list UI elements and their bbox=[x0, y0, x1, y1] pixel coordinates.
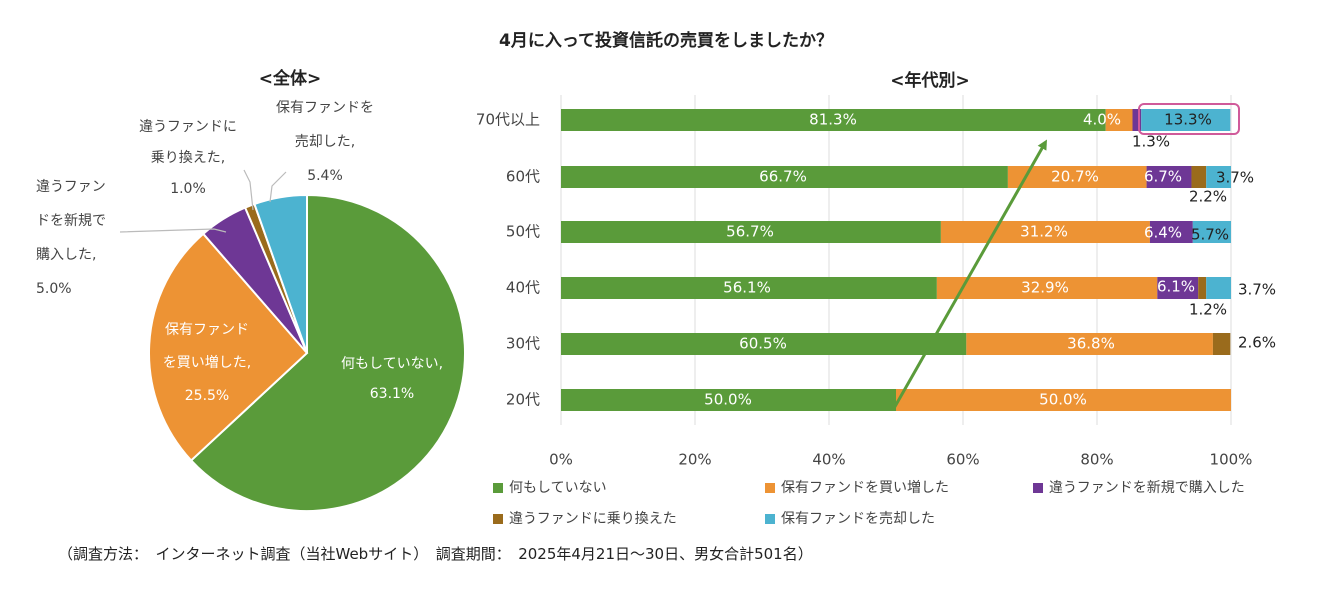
pie-label-4-line-0: 保有ファンドを bbox=[276, 100, 374, 116]
bar-5-0 bbox=[561, 389, 896, 411]
bar-1-1 bbox=[1007, 166, 1147, 188]
bar-0-0 bbox=[561, 109, 1106, 131]
bar-chart-heading: <年代別> bbox=[890, 71, 970, 91]
bar-2-4 bbox=[1192, 221, 1231, 243]
data-label-2-0: 56.7% bbox=[726, 223, 774, 241]
category-label-1: 60代 bbox=[506, 168, 540, 186]
legend-swatch-0 bbox=[493, 483, 503, 493]
data-label-1-4: 3.7% bbox=[1216, 169, 1254, 187]
data-label-3-1: 32.9% bbox=[1021, 279, 1069, 297]
data-label-0-2: 1.3% bbox=[1132, 133, 1170, 151]
pie-label-2-line-2: 購入した, bbox=[36, 247, 96, 263]
pie-slice-0 bbox=[189, 193, 466, 512]
data-label-3-3: 1.2% bbox=[1189, 301, 1227, 319]
data-label-0-0: 81.3% bbox=[809, 111, 857, 129]
legend-label-2: 違うファンドを新規で購入した bbox=[1049, 480, 1245, 496]
category-label-2: 50代 bbox=[506, 223, 540, 241]
pie-label-1-line-2: 25.5% bbox=[185, 388, 229, 404]
pie-slice-1 bbox=[148, 232, 309, 462]
data-label-1-3: 2.2% bbox=[1189, 188, 1227, 206]
pie-slice-4 bbox=[253, 193, 308, 354]
pie-leader-2 bbox=[119, 228, 227, 233]
bar-0-2 bbox=[1132, 109, 1142, 131]
pie-label-4-line-1: 売却した, bbox=[295, 134, 355, 150]
pie-chart-heading: <全体> bbox=[258, 69, 322, 89]
pie-leader-4 bbox=[269, 171, 287, 203]
x-tick-2: 40% bbox=[812, 451, 845, 469]
data-label-0-1: 4.0% bbox=[1083, 111, 1121, 129]
bar-3-4 bbox=[1206, 277, 1231, 299]
pie-label-1-line-1: を買い増した, bbox=[163, 355, 251, 371]
trend-arrow bbox=[891, 139, 1047, 411]
bar-3-3 bbox=[1198, 277, 1207, 299]
legend-label-3: 違うファンドに乗り換えた bbox=[509, 511, 677, 527]
x-tick-3: 60% bbox=[946, 451, 979, 469]
pie-label-2-line-0: 違うファン bbox=[36, 179, 106, 195]
bar-2-2 bbox=[1149, 221, 1193, 243]
data-label-3-4: 3.7% bbox=[1238, 281, 1276, 299]
legend-label-0: 何もしていない bbox=[509, 480, 607, 496]
data-label-3-0: 56.1% bbox=[723, 279, 771, 297]
legend-label-4: 保有ファンドを売却した bbox=[781, 511, 935, 527]
category-label-4: 30代 bbox=[506, 335, 540, 353]
data-label-1-2: 6.7% bbox=[1144, 168, 1182, 186]
bar-3-2 bbox=[1157, 277, 1199, 299]
category-label-5: 20代 bbox=[506, 391, 540, 409]
data-label-4-3: 2.6% bbox=[1238, 334, 1276, 352]
bar-2-0 bbox=[561, 221, 941, 243]
x-tick-0: 0% bbox=[549, 451, 573, 469]
bar-2-1 bbox=[940, 221, 1150, 243]
pie-leader-3 bbox=[243, 169, 254, 211]
category-label-0: 70代以上 bbox=[476, 111, 540, 129]
data-label-4-0: 60.5% bbox=[739, 335, 787, 353]
data-label-1-0: 66.7% bbox=[759, 168, 807, 186]
x-tick-5: 100% bbox=[1210, 451, 1253, 469]
chart-title: 4月に入って投資信託の売買をしましたか？ bbox=[499, 31, 833, 51]
legend-label-1: 保有ファンドを買い増した bbox=[781, 480, 949, 496]
bar-3-1 bbox=[936, 277, 1158, 299]
pie-label-4-line-2: 5.4% bbox=[307, 168, 343, 184]
pie-label-3-line-2: 1.0% bbox=[170, 181, 206, 197]
pie-label-2-line-1: ドを新規で bbox=[36, 213, 106, 229]
bar-0-4 bbox=[1141, 109, 1231, 131]
legend-swatch-3 bbox=[493, 514, 503, 524]
legend-swatch-2 bbox=[1033, 483, 1043, 493]
survey-footnote: （調査方法： インターネット調査（当社Webサイト） 調査期間： 2025年4月… bbox=[58, 545, 813, 563]
pie-label-0-line-0: 何もしていない, bbox=[341, 356, 443, 372]
data-label-2-1: 31.2% bbox=[1020, 223, 1068, 241]
data-label-0-4: 13.3% bbox=[1164, 111, 1212, 129]
pie-label-1-line-0: 保有ファンド bbox=[165, 322, 249, 338]
category-label-3: 40代 bbox=[506, 279, 540, 297]
data-label-1-1: 20.7% bbox=[1051, 168, 1099, 186]
pie-label-3-line-0: 違うファンドに bbox=[139, 119, 237, 135]
bar-4-3 bbox=[1212, 333, 1231, 355]
data-label-2-4: 5.7% bbox=[1191, 226, 1229, 244]
bar-1-3 bbox=[1191, 166, 1207, 188]
bar-0-1 bbox=[1105, 109, 1133, 131]
data-label-3-2: 6.1% bbox=[1157, 278, 1195, 296]
bar-4-0 bbox=[561, 333, 967, 355]
x-tick-4: 80% bbox=[1080, 451, 1113, 469]
bar-5-1 bbox=[896, 389, 1231, 411]
data-label-4-1: 36.8% bbox=[1067, 335, 1115, 353]
bar-3-0 bbox=[561, 277, 937, 299]
legend-swatch-1 bbox=[765, 483, 775, 493]
x-tick-1: 20% bbox=[678, 451, 711, 469]
legend-swatch-4 bbox=[765, 514, 775, 524]
pie-label-0-line-1: 63.1% bbox=[370, 386, 414, 402]
highlight-box bbox=[1138, 103, 1240, 135]
data-label-5-1: 50.0% bbox=[1039, 391, 1087, 409]
bar-1-4 bbox=[1206, 166, 1231, 188]
bar-4-1 bbox=[966, 333, 1213, 355]
pie-label-3-line-1: 乗り換えた, bbox=[151, 150, 225, 166]
bar-1-0 bbox=[561, 166, 1008, 188]
bar-1-2 bbox=[1146, 166, 1192, 188]
pie-label-2-line-3: 5.0% bbox=[36, 281, 72, 297]
data-label-5-0: 50.0% bbox=[704, 391, 752, 409]
data-label-2-2: 6.4% bbox=[1144, 224, 1182, 242]
